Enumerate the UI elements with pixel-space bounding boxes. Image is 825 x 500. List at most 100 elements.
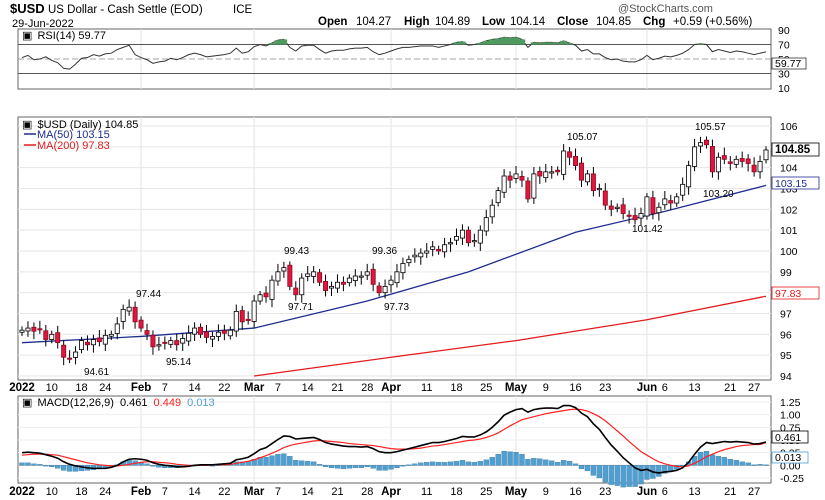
candle-body [19, 329, 25, 333]
candle-body [305, 273, 311, 277]
rsi-tick-label: 90 [778, 25, 790, 37]
x-axis-label-top: 2022 [9, 382, 35, 394]
x-axis-label-top: Apr [381, 382, 401, 394]
macd-label-icon: ▣ [22, 397, 32, 409]
price-panel-frame [17, 116, 772, 381]
macd-histogram-bar [626, 465, 632, 487]
x-axis-label-top: 7 [275, 382, 281, 394]
candle-body [674, 196, 680, 204]
x-axis-label-top: 24 [99, 382, 111, 394]
candle-body [763, 149, 769, 161]
candle-body [531, 173, 537, 199]
macd-histogram-bar [477, 461, 483, 466]
candle-body [227, 329, 233, 337]
x-axis-label-bottom: 11 [421, 486, 432, 498]
macd-signal-line [21, 408, 767, 468]
ma200-tag: 97.83 [775, 288, 801, 300]
candle-body [608, 205, 614, 210]
candle-body [584, 173, 590, 183]
x-axis-label-bottom: 25 [480, 486, 492, 498]
macd-histogram-bar [144, 463, 150, 466]
candle-body [561, 150, 567, 175]
macd-histogram-bar [394, 465, 400, 469]
hist-last-tag: 0.013 [775, 452, 801, 464]
candle-body [180, 338, 186, 344]
rsi-layer [21, 36, 767, 70]
x-axis-label-top: 21 [331, 382, 343, 394]
macd-histogram-bar [441, 462, 448, 466]
macd-histogram-bar [316, 464, 323, 466]
macd-histogram-bar [644, 465, 650, 480]
candle-body [96, 337, 102, 343]
x-axis-label-top: 25 [480, 382, 492, 394]
macd-label-name: MACD(12,26,9) [37, 397, 113, 409]
chart-date: 29-Jun-2022 [12, 18, 74, 30]
macd-histogram-bar [590, 465, 597, 476]
candle-body [287, 264, 293, 287]
macd-histogram-bar [513, 452, 519, 466]
x-axis-label-top: 18 [75, 382, 87, 394]
candle-body [632, 215, 638, 221]
annotation-high-mar: 99.43 [284, 246, 309, 257]
candle-body [602, 190, 608, 206]
macd-histogram-bar [322, 465, 329, 468]
candle-body [364, 271, 370, 276]
candle-body [489, 204, 495, 218]
candle-body [281, 267, 287, 272]
candle-body [579, 162, 584, 181]
candle-body [31, 326, 37, 332]
x-axis-label-bottom: 7 [162, 486, 168, 498]
x-axis-label-bottom: 28 [361, 486, 373, 498]
candle-body [67, 357, 73, 360]
open-label: Open [318, 16, 347, 28]
macd-tick-label: 1.00 [780, 410, 801, 422]
candle-body [251, 300, 257, 322]
ma200-legend-label: MA(200) 97.83 [37, 140, 110, 152]
candle-body [263, 292, 269, 298]
macd-layer [19, 404, 769, 488]
candle-body [388, 279, 394, 286]
macd-histogram-bar [281, 453, 287, 466]
rsi-label-icon: ▣ [22, 30, 32, 42]
ma200-line [254, 295, 767, 377]
macd-histogram-bar [763, 464, 769, 466]
ma50-tag: 103.15 [775, 178, 807, 190]
macd-histogram-bar [55, 465, 61, 469]
candle-body [221, 330, 227, 334]
candle-body [132, 306, 138, 323]
macd-histogram-bar [614, 465, 620, 486]
candle-body [751, 164, 757, 173]
candle-body [567, 151, 573, 158]
candle-body [406, 258, 412, 264]
hist-last-tag-box [771, 451, 809, 464]
macd-histogram-bar [305, 461, 311, 466]
candle-body [430, 246, 436, 250]
candle-body [293, 287, 299, 296]
candle-body [73, 351, 79, 358]
macd-histogram-bar [691, 456, 698, 466]
rsi-line [21, 36, 767, 70]
macd-histogram-bar [406, 464, 412, 466]
macd-histogram-bar [263, 457, 269, 466]
high-value: 104.89 [435, 16, 470, 28]
candle-body [692, 146, 698, 167]
x-axis-label-top: Mar [244, 382, 265, 394]
macd-histogram-bar [739, 461, 745, 466]
low-value: 104.14 [510, 16, 546, 28]
macd-tick-label: -0.25 [780, 473, 804, 485]
macd-histogram-bar [572, 463, 579, 466]
price-legend: MA(50) 103.15 MA(200) 97.83 [24, 129, 110, 152]
price-tick-label: 95 [780, 350, 792, 362]
price-label: ▣ $USD (Daily) 104.85 [22, 119, 138, 131]
candle-body [102, 334, 108, 345]
macd-histogram-bar [400, 465, 406, 467]
close-label: Close [557, 16, 588, 28]
macd-histogram-bar [537, 458, 543, 466]
macd-histogram-bar [489, 457, 495, 466]
x-axis-label-bottom: 6 [662, 486, 668, 498]
macd-last-tag: 0.461 [775, 432, 801, 444]
macd-histogram-bar [751, 464, 757, 466]
annotation-low-jun2: 103.20 [703, 189, 734, 200]
x-axis-label-top: Jun [637, 382, 657, 394]
macd-histogram-bar [293, 460, 299, 466]
